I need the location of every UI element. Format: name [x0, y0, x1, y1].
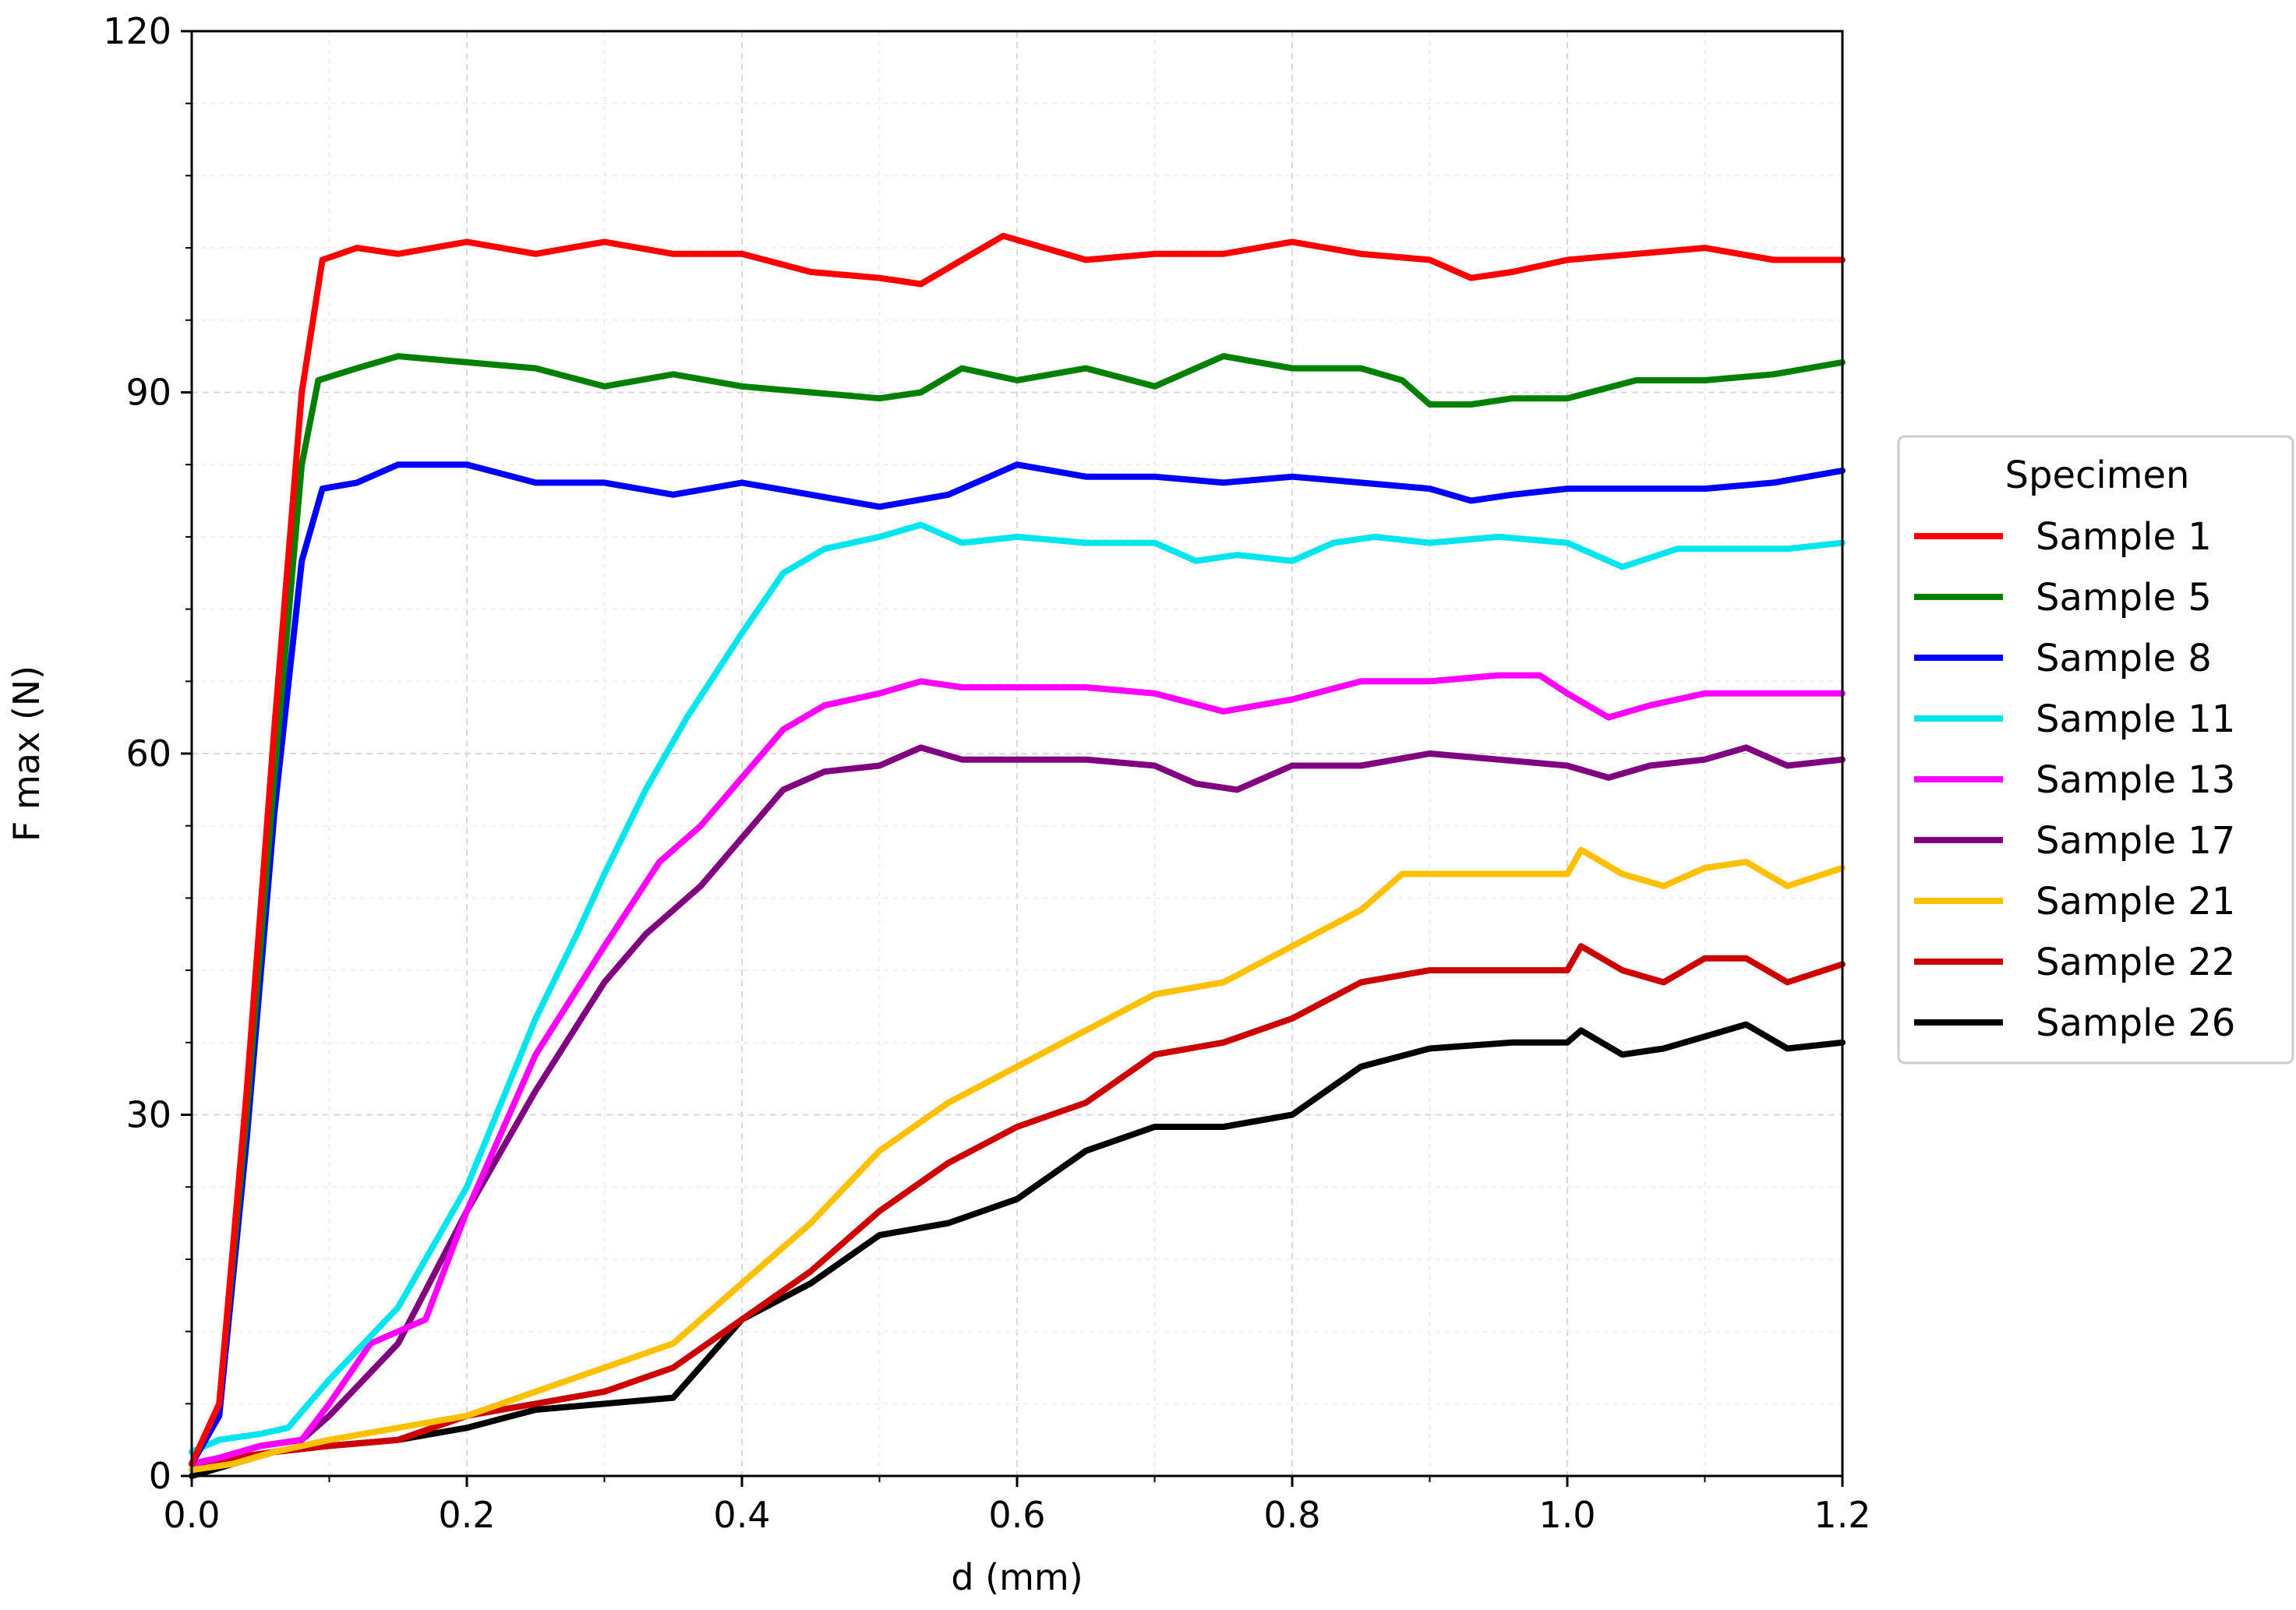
series-line-sample-1: [189, 232, 1846, 1467]
series-line-sample-8: [189, 461, 1846, 1467]
series-line-sample-21: [189, 846, 1846, 1474]
x-tick-label: 1.2: [1814, 1494, 1870, 1536]
legend-box: [1897, 435, 2294, 1065]
y-tick-label: 120: [103, 10, 171, 52]
legend-label-sample-11: Sample 11: [2036, 697, 2235, 741]
series-line-sample-13: [189, 672, 1846, 1467]
y-tick-label: 60: [125, 733, 171, 775]
x-tick-label: 0.6: [988, 1494, 1045, 1536]
legend-label-sample-21: Sample 21: [2036, 880, 2235, 923]
series-line-sample-26: [189, 1021, 1846, 1479]
x-axis-label: d (mm): [951, 1556, 1083, 1598]
y-tick-label: 90: [125, 372, 171, 414]
legend-label-sample-1: Sample 1: [2036, 515, 2212, 559]
legend-label-sample-26: Sample 26: [2036, 1001, 2235, 1045]
series-line-sample-22: [189, 943, 1846, 1467]
ticks: 0.0 0.2 0.4 0.6 0.8 1.0 1.2 0 30 60 90 120: [103, 10, 1870, 1536]
y-axis-label: F max (N): [5, 666, 48, 842]
legend-label-sample-5: Sample 5: [2036, 576, 2212, 620]
y-tick-label: 0: [149, 1455, 171, 1497]
series-line-sample-11: [189, 521, 1846, 1456]
legend-label-sample-13: Sample 13: [2036, 758, 2235, 802]
x-tick-label: 1.0: [1538, 1494, 1595, 1536]
legend-items: Sample 1 Sample 5 Sample 8 Sample 11 Sample …: [1914, 515, 2235, 1045]
series-line-sample-17: [189, 744, 1846, 1467]
legend-title: Specimen: [2005, 454, 2190, 497]
legend-label-sample-8: Sample 8: [2036, 637, 2212, 680]
x-tick-label: 0.0: [163, 1494, 220, 1536]
legend-label-sample-22: Sample 22: [2036, 941, 2235, 984]
y-tick-label: 30: [125, 1094, 171, 1136]
x-tick-label: 0.2: [438, 1494, 495, 1536]
series-line-sample-5: [189, 353, 1846, 1467]
legend-label-sample-17: Sample 17: [2036, 819, 2235, 863]
x-tick-label: 0.8: [1263, 1494, 1320, 1536]
plot-lines: [189, 232, 1846, 1479]
x-tick-label: 0.4: [713, 1494, 770, 1536]
